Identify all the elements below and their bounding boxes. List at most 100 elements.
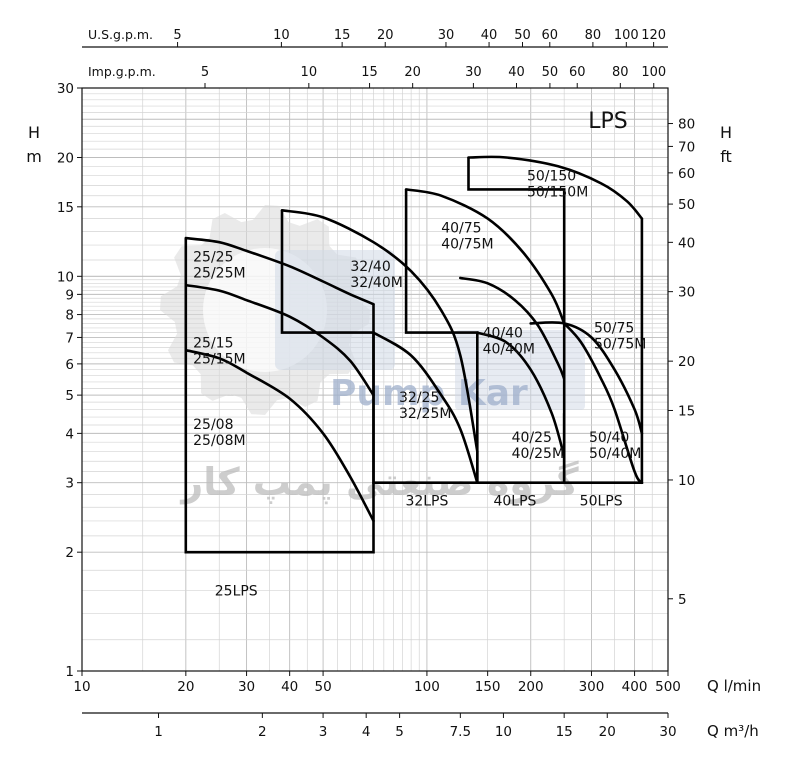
curve-label: 50/150 [527,168,576,184]
curve-label-m: 50/150M [527,184,588,200]
curve-25-08 [184,348,375,523]
ft-tick-label: 10 [678,473,695,489]
curve-25-15 [184,283,375,397]
lmin-tick-label: 500 [655,679,681,695]
curve-label: 50/40 [589,430,629,446]
curve-label-m: 32/25M [399,406,451,422]
us-gpm-tick-label: 120 [641,28,666,43]
imp-gpm-tick-label: 50 [542,65,559,80]
curve-label: 25/25 [193,250,233,266]
curve-40-75 [404,188,566,325]
curve-25-25 [184,236,375,306]
family-50lps [467,155,644,484]
ft-tick-label: 60 [678,166,695,182]
ft-tick-label: 5 [678,592,687,608]
imp-gpm-tick-label: 20 [404,65,421,80]
us-gpm-tick-label: 10 [273,28,290,43]
curve-50-150 [467,155,644,220]
imp-gpm-tick-label: 60 [569,65,586,80]
m-tick-label: 8 [65,308,74,324]
family-label: 40LPS [493,494,536,510]
y-right-label-h: H [720,123,732,142]
m-tick-label: 30 [57,81,74,97]
lmin-tick-label: 400 [622,679,648,695]
us-gpm-tick-label: 60 [542,28,559,43]
curve-label-m: 50/75M [594,337,646,353]
ft-tick-label: 70 [678,139,695,155]
curve-label: 32/40 [350,259,390,275]
m3h-tick-label: 7.5 [450,724,471,740]
ft-tick-label: 50 [678,197,695,213]
imp-gpm-tick-label: 80 [612,65,629,80]
m-tick-label: 4 [65,426,74,442]
us-gpm-tick-label: 5 [173,28,181,43]
us-gpm-tick-label: 80 [585,28,602,43]
m3h-tick-label: 5 [395,724,404,740]
curve-label: 50/75 [594,321,634,337]
curve-40-25 [476,331,566,458]
curve-label-m: 40/75M [441,237,493,253]
imp-gpm-tick-label: 10 [301,65,318,80]
y-left-label-unit: m [26,147,42,166]
m3h-tick-label: 1 [154,724,163,740]
family-label: 25LPS [215,583,258,599]
m3h-tick-label: 15 [556,724,573,740]
lmin-tick-label: 30 [238,679,255,695]
m-tick-label: 1 [65,664,74,680]
m-tick-label: 2 [65,545,74,561]
m-tick-label: 5 [65,388,74,404]
curve-label: 25/15 [193,336,233,352]
lmin-tick-label: 20 [177,679,194,695]
curve-label-m: 25/15M [193,352,245,368]
curve-label-m: 32/40M [350,275,402,291]
ft-tick-label: 30 [678,285,695,301]
curve-label-m: 25/25M [193,266,245,282]
m3h-tick-label: 30 [659,724,676,740]
family-label: 32LPS [405,494,448,510]
lmin-tick-label: 300 [579,679,605,695]
curve-label: 40/40 [483,325,523,341]
m-tick-label: 10 [57,269,74,285]
curve-label: 25/08 [193,417,233,433]
curve-40-40 [459,276,566,381]
imp-gpm-tick-label: 40 [508,65,525,80]
us-gpm-tick-label: 40 [481,28,498,43]
curve-50-40 [562,322,644,484]
ft-tick-label: 80 [678,117,695,133]
m3h-tick-label: 20 [599,724,616,740]
curve-label-m: 50/40M [589,446,641,462]
pump-families [184,155,644,554]
curve-label-m: 40/25M [512,446,564,462]
m-tick-label: 3 [65,476,74,492]
chart-title: LPS [588,109,628,134]
chart-axes: U.S.g.p.m. 5 10 15 20 30 40 50 60 80 100 120Imp.g.p… [26,27,761,740]
m3h-tick-label: 2 [258,724,267,740]
curve-50-75 [529,321,644,435]
lmin-axis-label: Q l/min [707,677,761,695]
ft-tick-label: 20 [678,354,695,370]
plot-frame [81,87,669,672]
us-gpm-label: U.S.g.p.m. [88,27,153,42]
us-gpm-tick-label: 20 [377,28,394,43]
curve-32-40 [280,209,479,453]
curve-label-m: 25/08M [193,433,245,449]
lmin-tick-label: 200 [518,679,544,695]
us-gpm-tick-label: 15 [334,28,351,43]
imp-gpm-tick-label: 15 [361,65,378,80]
imp-gpm-tick-label: 30 [465,65,482,80]
m-tick-label: 7 [65,330,74,346]
imp-gpm-label: Imp.g.p.m. [88,64,156,79]
m3h-tick-label: 4 [362,724,371,740]
m-tick-label: 20 [57,151,74,167]
m-tick-label: 15 [57,200,74,216]
imp-gpm-tick-label: 100 [641,65,666,80]
us-gpm-tick-label: 50 [514,28,531,43]
y-left-label-h: H [28,123,40,142]
lmin-tick-label: 50 [314,679,331,695]
m3h-tick-label: 3 [319,724,328,740]
us-gpm-tick-label: 100 [614,28,639,43]
curve-label: 40/25 [512,430,552,446]
